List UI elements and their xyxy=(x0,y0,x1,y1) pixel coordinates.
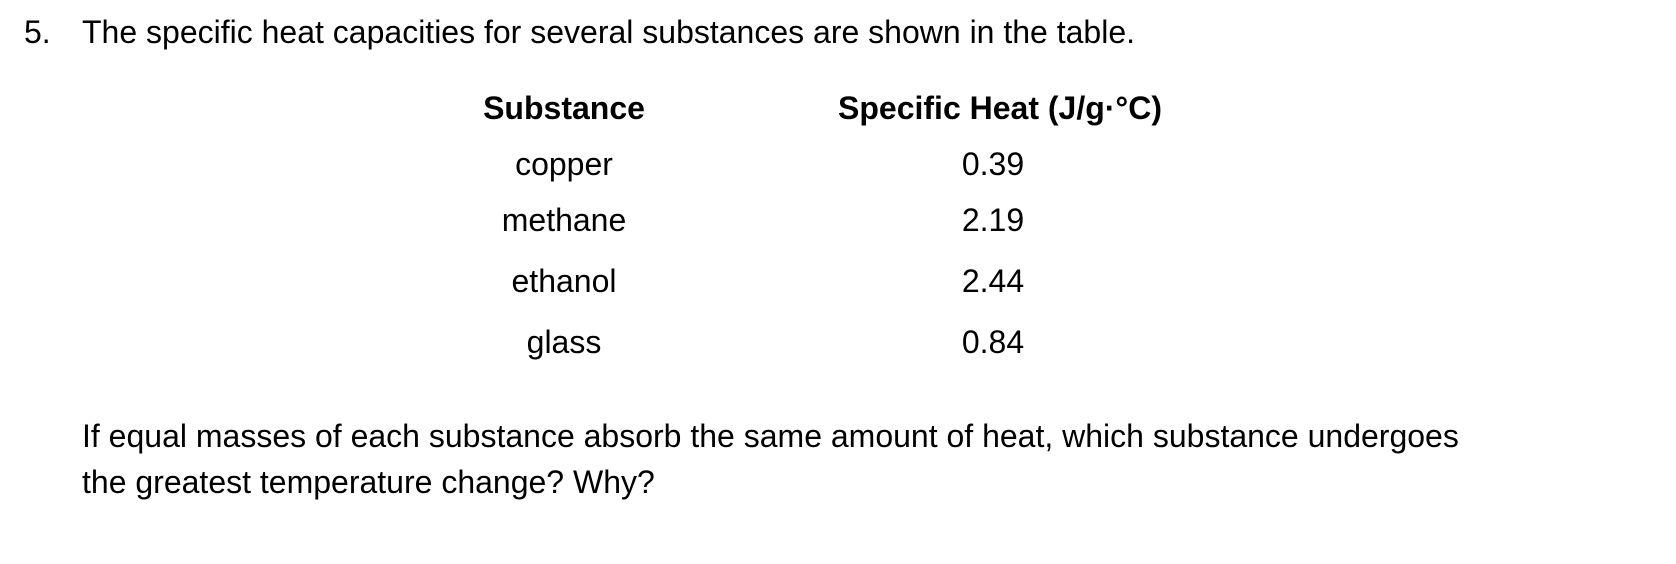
question-prompt-line: the greatest temperature change? Why? xyxy=(82,464,655,500)
specific-heat-table: Substance Specific Heat (J/g·°C) copper … xyxy=(483,90,1162,360)
question-prompt: If equal masses of each substance absorb… xyxy=(82,413,1662,505)
table-cell-specific-heat: 2.19 xyxy=(961,202,1025,238)
table-cell-substance: ethanol xyxy=(511,263,617,299)
question-prompt-line: If equal masses of each substance absorb… xyxy=(82,418,1459,454)
question-stem: The specific heat capacities for several… xyxy=(82,14,1136,50)
table-header-substance: Substance xyxy=(483,90,645,126)
question-number: 5. xyxy=(24,14,51,50)
table-cell-specific-heat: 2.44 xyxy=(961,263,1025,299)
table-cell-substance: glass xyxy=(526,324,602,360)
table-cell-substance: copper xyxy=(515,146,613,182)
table-header-specific-heat: Specific Heat (J/g·°C) xyxy=(838,90,1162,126)
table-cell-specific-heat: 0.39 xyxy=(961,146,1025,182)
table-cell-specific-heat: 0.84 xyxy=(961,324,1025,360)
table-cell-substance: methane xyxy=(501,202,627,238)
